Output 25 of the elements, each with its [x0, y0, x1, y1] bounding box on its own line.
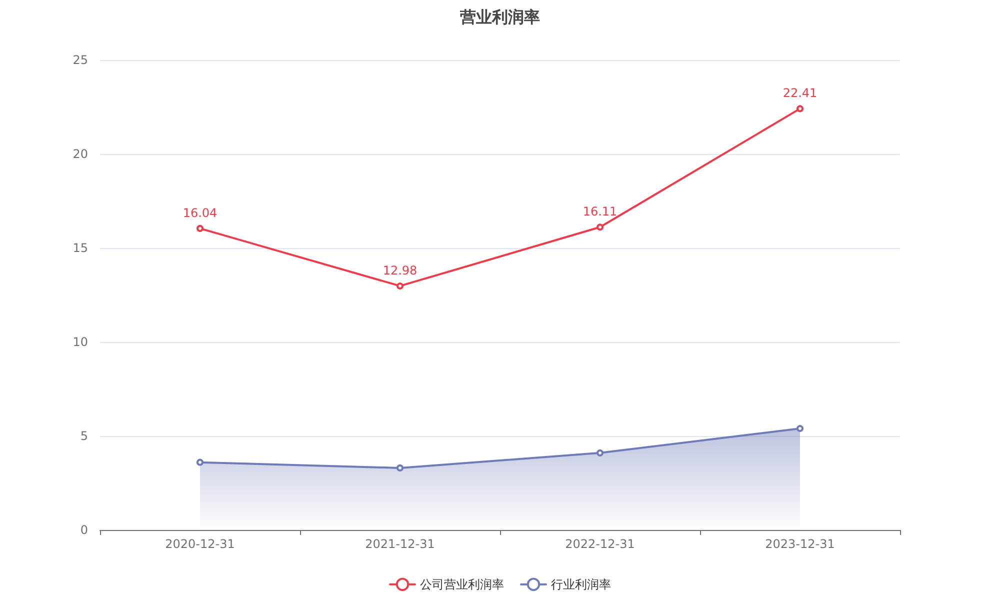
x-tick-label: 2020-12-31 — [165, 537, 235, 551]
point — [796, 105, 804, 112]
chart-title: 营业利润率 — [459, 8, 540, 26]
y-tick-label: 10 — [72, 335, 88, 349]
data-label: 16.11 — [582, 204, 618, 219]
data-label: 22.41 — [782, 86, 818, 100]
point — [596, 224, 604, 231]
y-tick-label: 20 — [72, 147, 88, 161]
y-tick-label: 0 — [80, 523, 88, 537]
legend-label: 行业利润率 — [551, 577, 611, 592]
legend-label: 公司营业利润率 — [420, 577, 504, 592]
point — [196, 224, 204, 232]
x-tick-label: 2021-12-31 — [365, 537, 435, 551]
y-tick-label: 15 — [72, 241, 88, 255]
point — [596, 449, 604, 456]
data-label: 16.04 — [182, 206, 218, 220]
data-label: 12.98 — [382, 263, 418, 278]
point — [796, 424, 804, 432]
point — [396, 282, 404, 290]
y-tick-label: 25 — [72, 53, 88, 67]
y-tick-label: 5 — [80, 429, 88, 443]
point — [396, 464, 404, 472]
point — [196, 458, 204, 466]
x-tick-label: 2022-12-31 — [565, 537, 635, 551]
x-tick-label: 2023-12-31 — [765, 537, 835, 551]
